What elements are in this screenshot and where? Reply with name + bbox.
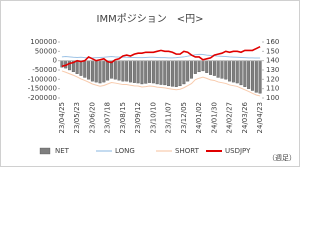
bar <box>98 60 102 84</box>
bar <box>182 60 186 85</box>
bar <box>144 60 148 84</box>
bar <box>117 60 121 81</box>
legend-label: SHORT <box>175 147 200 155</box>
bar <box>83 60 87 78</box>
x-tick-label: 24/03/26 <box>241 101 249 133</box>
bar <box>224 60 228 80</box>
bar <box>155 60 159 85</box>
y-tick-label: 0 <box>53 57 57 65</box>
y2-tick-label: 140 <box>266 57 279 65</box>
x-tick-label: 23/07/18 <box>104 102 112 133</box>
y-tick-label: -200000 <box>28 94 57 102</box>
bar <box>193 60 197 74</box>
x-tick-label: 23/09/12 <box>134 102 142 133</box>
y2-tick-label: 160 <box>266 38 279 46</box>
bar <box>247 60 251 89</box>
bar <box>174 60 178 87</box>
y2-tick-label: 150 <box>266 47 279 55</box>
bar <box>201 60 205 72</box>
bar <box>136 60 140 84</box>
bar <box>186 60 190 82</box>
x-tick-label: 24/02/27 <box>226 102 234 133</box>
bar <box>258 60 262 94</box>
y-tick-label: 100000 <box>30 38 57 46</box>
chart: IMMポジション <円> （週足） -200000-150000 -100000-… <box>0 0 300 167</box>
x-tick-label: 23/08/15 <box>119 102 127 133</box>
x-tick-label: 23/12/05 <box>180 102 188 133</box>
bar <box>254 60 258 93</box>
bar <box>94 60 98 83</box>
bar <box>125 60 129 82</box>
bar <box>220 60 224 79</box>
bar <box>79 60 83 76</box>
bar <box>243 60 247 87</box>
bar <box>132 60 136 83</box>
x-tick-label: 24/04/23 <box>256 102 264 133</box>
bar <box>212 60 216 76</box>
y2-tick-label: 120 <box>266 75 279 83</box>
bar <box>102 60 106 83</box>
y2-tick-label: 130 <box>266 66 279 74</box>
chart-title: IMMポジション <円> <box>97 13 204 25</box>
legend-label: LONG <box>115 147 135 155</box>
line <box>61 45 261 68</box>
legend-swatch <box>39 147 51 155</box>
bar <box>106 60 110 81</box>
x-tick-label: 23/06/20 <box>88 102 96 133</box>
y-tick-label: -100000 <box>28 75 57 83</box>
legend-label: NET <box>55 147 70 155</box>
y2-tick-label: 100 <box>266 94 279 102</box>
y2-tick-label: 110 <box>266 85 279 93</box>
bar <box>216 60 220 78</box>
bar <box>231 60 235 83</box>
x-tick-label: 23/11/07 <box>165 102 173 133</box>
bar <box>159 60 163 85</box>
bar <box>148 60 152 83</box>
bar <box>140 60 144 85</box>
bar <box>90 60 94 82</box>
bar <box>167 60 171 87</box>
y-tick-label: -50000 <box>32 66 57 74</box>
bar <box>163 60 167 86</box>
bar <box>209 60 213 75</box>
bar <box>197 60 201 73</box>
bar <box>250 60 254 91</box>
x-tick-label: 23/05/23 <box>73 102 81 133</box>
x-tick-label: 23/04/25 <box>58 102 66 133</box>
bar <box>205 60 209 73</box>
bar <box>178 60 182 87</box>
x-tick-label: 24/01/02 <box>195 102 203 133</box>
chart-frame <box>0 0 300 167</box>
x-tick-label: 23/10/10 <box>149 102 157 133</box>
bar <box>75 60 79 74</box>
x-tick-label: 24/01/30 <box>210 102 218 133</box>
bar <box>113 60 117 80</box>
bar <box>121 60 125 82</box>
bar <box>129 60 132 83</box>
bar <box>151 60 155 84</box>
bar <box>87 60 91 80</box>
y-tick-label: 50000 <box>35 47 57 55</box>
line <box>61 70 261 97</box>
bar <box>235 60 239 84</box>
y-tick-label: -150000 <box>28 85 57 93</box>
bar <box>170 60 174 87</box>
bar <box>228 60 232 82</box>
note: （週足） <box>268 153 296 162</box>
line <box>61 53 261 59</box>
bar <box>239 60 243 86</box>
legend-label: USDJPY <box>225 147 251 155</box>
bar <box>68 60 72 71</box>
bar <box>190 60 193 79</box>
